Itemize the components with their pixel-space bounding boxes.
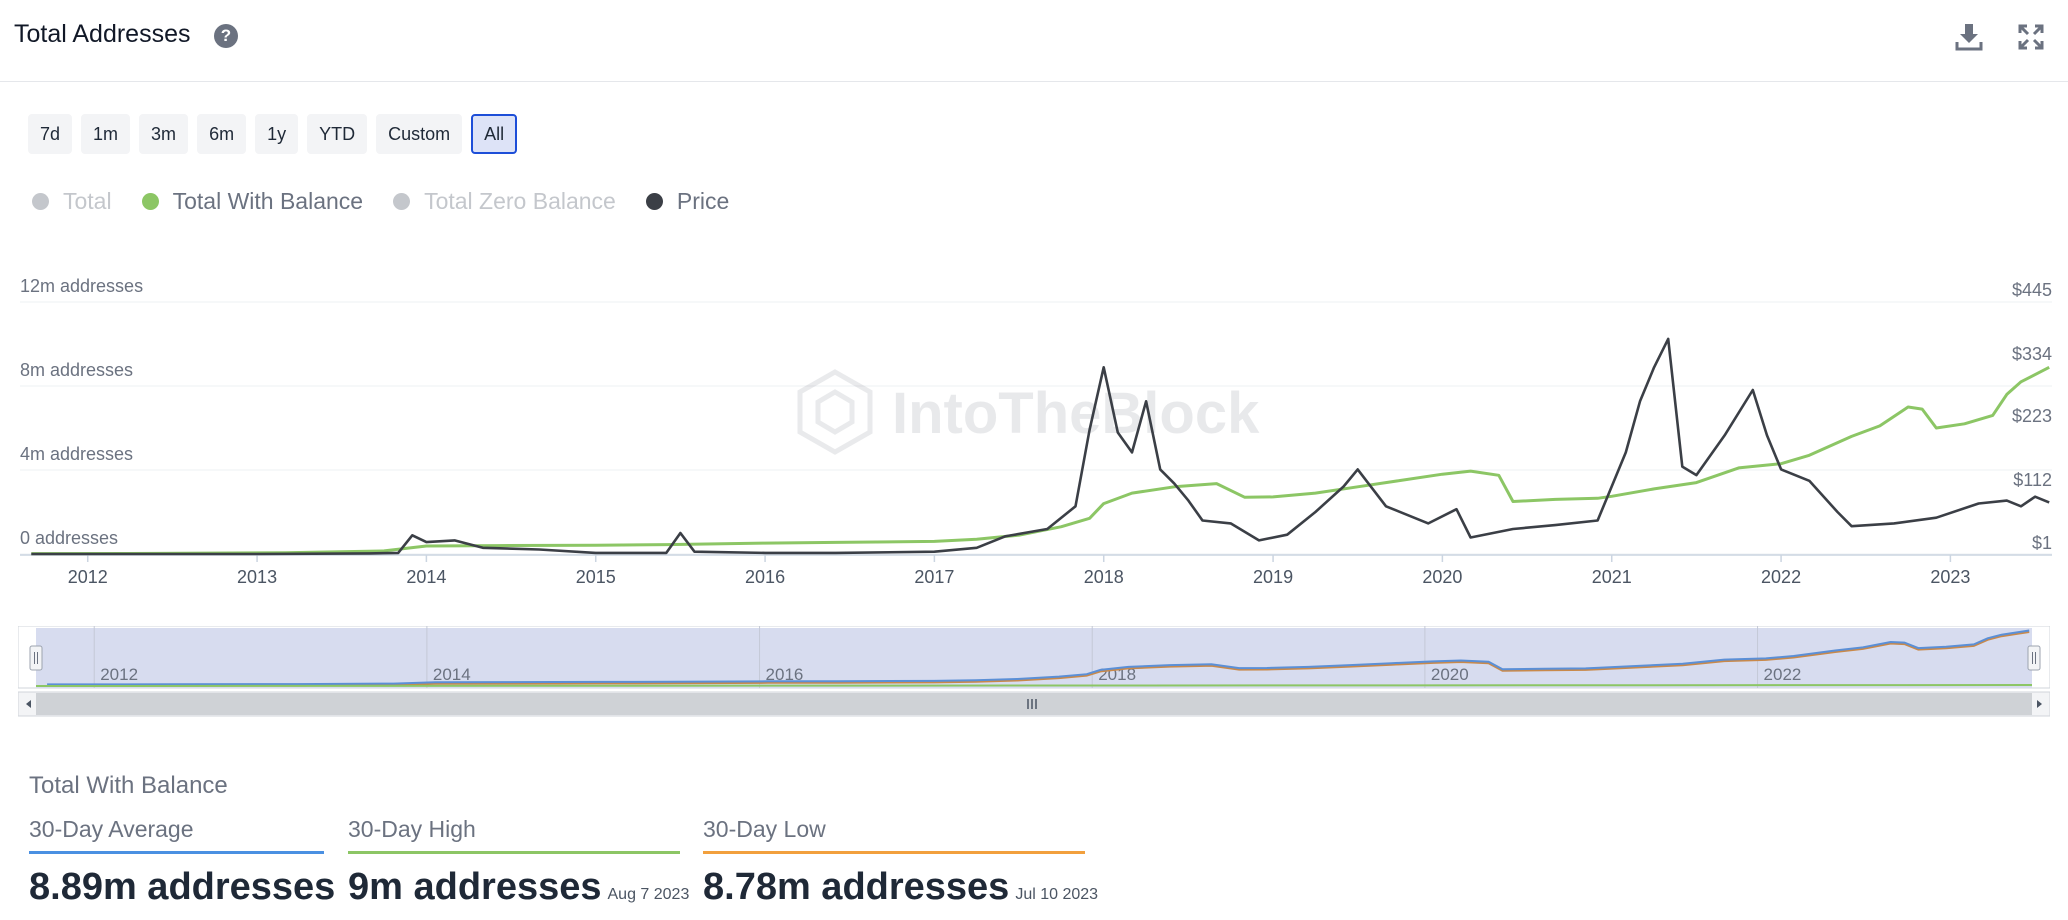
navigator-handle-right[interactable] xyxy=(2027,645,2041,671)
x-tick-label: 2021 xyxy=(1592,567,1632,587)
stat-label: 30-Day Average xyxy=(29,816,324,854)
stat-label: 30-Day High xyxy=(348,816,680,854)
y-right-tick-label: $1 xyxy=(2032,533,2052,553)
range-button-6m[interactable]: 6m xyxy=(197,114,247,154)
stat-value-row: 8.89m addresses xyxy=(29,866,335,909)
range-button-1m[interactable]: 1m xyxy=(81,114,131,154)
stat-30-day-average: 30-Day Average 8.89m addresses xyxy=(29,816,335,909)
navigator-series-balance xyxy=(35,684,2033,687)
expand-icon xyxy=(2018,24,2044,50)
series-line-price xyxy=(31,337,2050,556)
scrollbar-thumb[interactable] xyxy=(36,693,2032,715)
stat-date: Jul 10 2023 xyxy=(1015,886,1099,903)
navigator-series xyxy=(47,629,2030,686)
question-circle-icon[interactable]: ? xyxy=(214,24,238,48)
stat-date: Aug 7 2023 xyxy=(607,886,690,903)
x-tick-label: 2017 xyxy=(914,567,954,587)
range-navigator: 2012 2014 2016 2018 2020 2022 xyxy=(18,626,2050,717)
y-left-tick-label: 4m addresses xyxy=(20,444,133,464)
scroll-right-arrow-icon[interactable] xyxy=(2037,700,2042,708)
x-tick-label: 2022 xyxy=(1761,567,1801,587)
stat-value-row: 8.78m addresses Jul 10 2023 xyxy=(703,866,1098,909)
legend-item-total[interactable]: Total xyxy=(32,188,112,215)
x-tick-label: 2015 xyxy=(576,567,616,587)
watermark-text: IntoTheBlock xyxy=(892,381,1260,446)
y-right-tick-label: $445 xyxy=(2012,280,2052,300)
watermark-logo xyxy=(797,369,873,455)
y-right-tick-label: $112 xyxy=(2013,470,2052,490)
legend-item-total-zero-balance[interactable]: Total Zero Balance xyxy=(393,188,616,215)
main-chart: IntoTheBlock 0 addresses 4m addresses 8m ad… xyxy=(20,276,2052,587)
legend-label: Total xyxy=(63,188,112,214)
x-tick-label: 2014 xyxy=(406,567,446,587)
navigator-tick-label: 2014 xyxy=(433,665,471,684)
navigator-handle-left[interactable] xyxy=(29,645,43,671)
stat-value: 8.78m addresses xyxy=(703,866,1010,908)
x-tick-label: 2020 xyxy=(1422,567,1462,587)
range-button-ytd[interactable]: YTD xyxy=(307,114,368,154)
expand-button[interactable] xyxy=(2012,18,2050,56)
navigator-series-shadow xyxy=(47,631,2030,687)
scroll-left-arrow-icon[interactable] xyxy=(26,700,31,708)
chart-header: Total Addresses ? xyxy=(0,0,2068,82)
stat-30-day-high: 30-Day High 9m addresses Aug 7 2023 xyxy=(348,816,689,909)
legend-label: Total With Balance xyxy=(172,188,364,214)
chart-title: Total Addresses xyxy=(14,20,191,48)
navigator-tick-label: 2016 xyxy=(766,665,804,684)
download-icon xyxy=(1955,24,1983,51)
x-tick-label: 2016 xyxy=(745,567,785,587)
navigator-tick-label: 2012 xyxy=(100,665,138,684)
range-button-3m[interactable]: 3m xyxy=(139,114,189,154)
legend-label: Price xyxy=(676,188,730,214)
stat-label: 30-Day Low xyxy=(703,816,1085,854)
y-left-tick-label: 12m addresses xyxy=(20,276,143,296)
range-button-all[interactable]: All xyxy=(471,114,518,154)
navigator-tick-label: 2022 xyxy=(1764,665,1802,684)
x-tick-label: 2012 xyxy=(68,567,108,587)
summary-title: Total With Balance xyxy=(29,772,228,799)
y-right-tick-label: $223 xyxy=(2012,406,2052,426)
stat-value-row: 9m addresses Aug 7 2023 xyxy=(348,866,689,909)
x-tick-label: 2023 xyxy=(1930,567,1970,587)
y-left-tick-label: 8m addresses xyxy=(20,360,133,380)
range-selector: 7d 1m 3m 6m 1y YTD Custom All xyxy=(28,114,518,154)
range-button-custom[interactable]: Custom xyxy=(376,114,463,154)
stat-value: 9m addresses xyxy=(348,866,602,908)
x-tick-label: 2019 xyxy=(1253,567,1293,587)
watermark: IntoTheBlock xyxy=(797,369,1260,455)
legend-dot xyxy=(645,193,663,210)
legend-dot xyxy=(141,193,159,210)
legend-dot xyxy=(393,193,411,210)
x-tick-label: 2018 xyxy=(1084,567,1124,587)
stat-value: 8.89m addresses xyxy=(29,866,336,908)
legend-item-price[interactable]: Price xyxy=(645,188,730,215)
series-line-total-with-balance xyxy=(31,365,2050,556)
download-button[interactable] xyxy=(1950,18,1988,56)
range-button-1y[interactable]: 1y xyxy=(255,114,299,154)
navigator-tick-label: 2020 xyxy=(1431,665,1469,684)
y-right-tick-label: $334 xyxy=(2012,344,2052,364)
range-button-7d[interactable]: 7d xyxy=(28,114,73,154)
legend-dot xyxy=(32,193,49,210)
stat-30-day-low: 30-Day Low 8.78m addresses Jul 10 2023 xyxy=(703,816,1098,909)
legend-label: Total Zero Balance xyxy=(424,188,616,214)
legend-item-total-with-balance[interactable]: Total With Balance xyxy=(141,188,364,215)
chart-legend: Total Total With Balance Total Zero Balanc… xyxy=(32,188,729,215)
y-left-tick-label: 0 addresses xyxy=(20,528,118,548)
x-tick-label: 2013 xyxy=(237,567,277,587)
